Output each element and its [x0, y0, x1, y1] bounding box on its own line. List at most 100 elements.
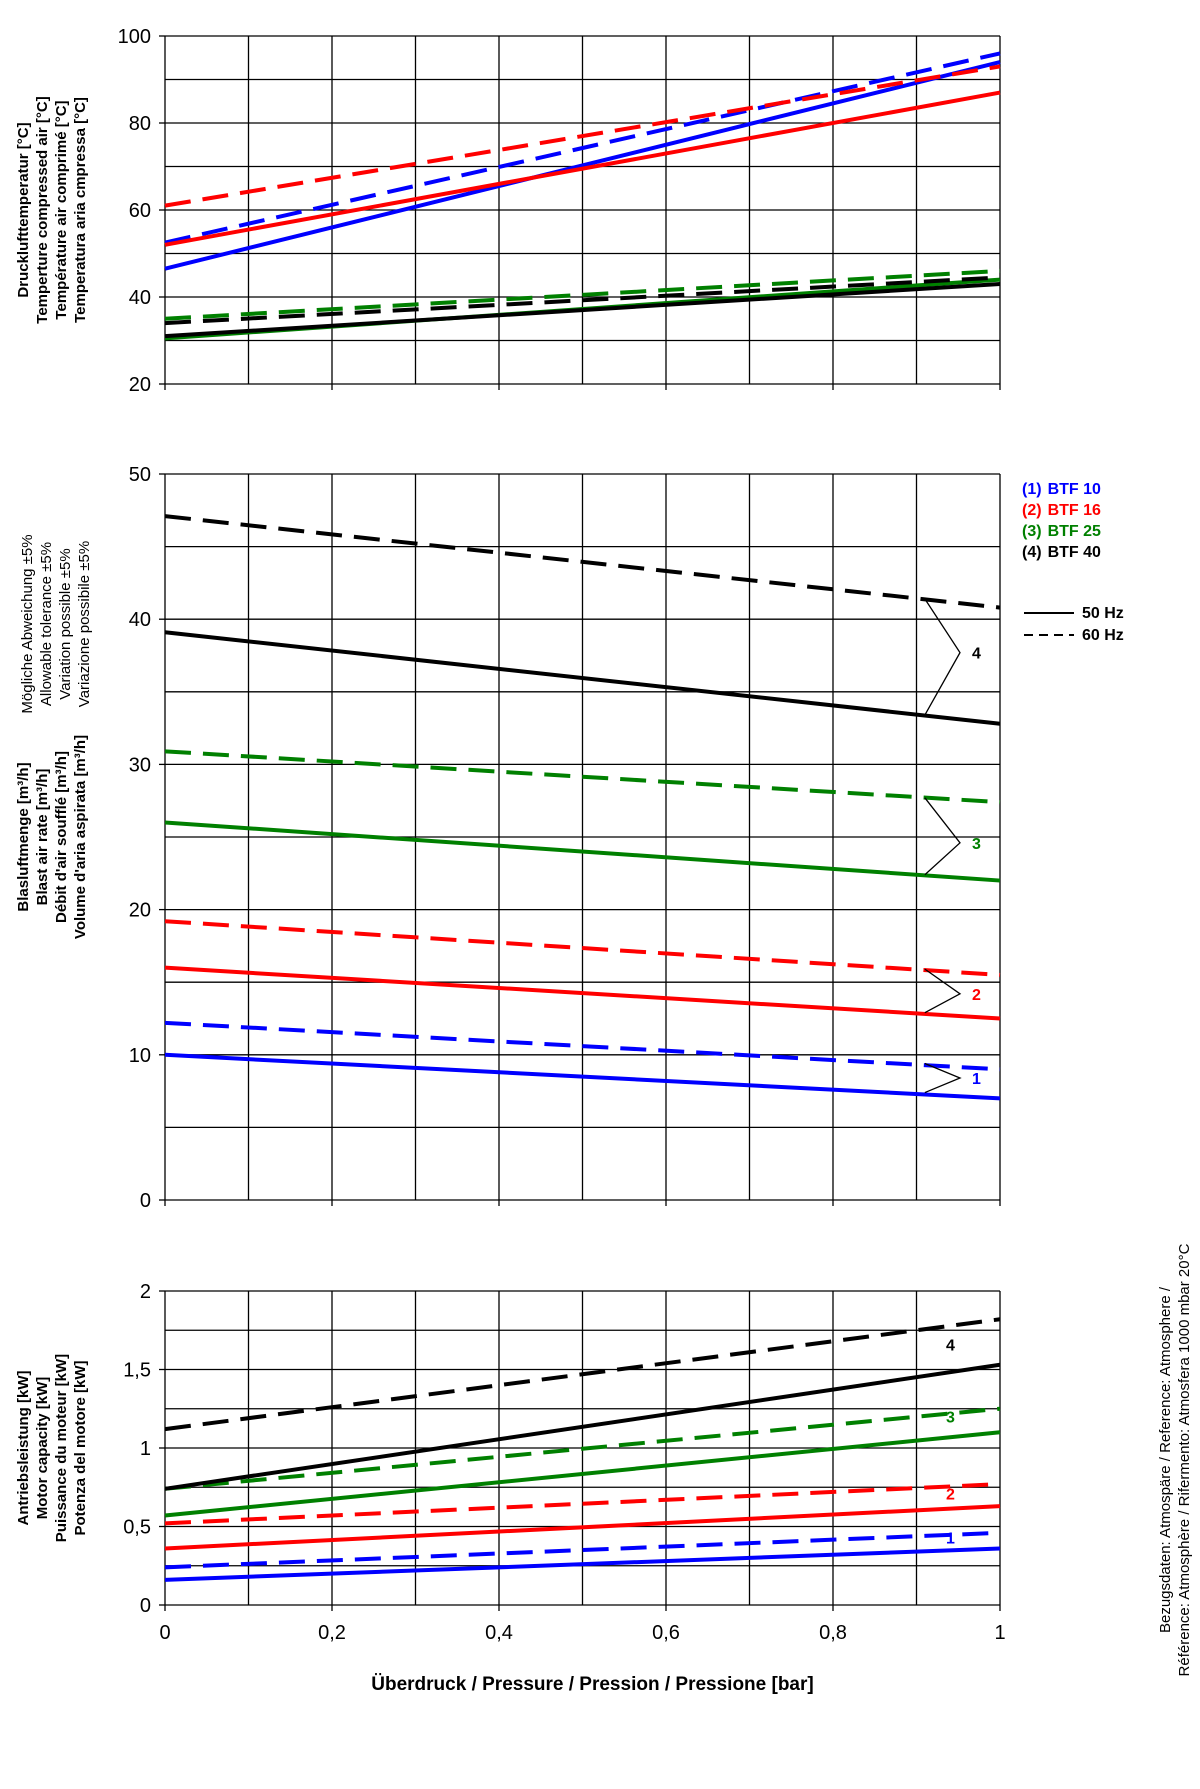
series-btf10-50hz: [164, 1052, 1001, 1101]
y-tick-label: 30: [129, 754, 151, 776]
series-btf40-50hz: [164, 630, 1001, 726]
legend-item-name: BTF 40: [1048, 544, 1101, 561]
curve-number-label: 3: [972, 836, 981, 853]
y-tick-label: 60: [129, 200, 151, 222]
series-btf10-60hz: [164, 1530, 1001, 1570]
y-axis-label-line: Température air comprimé [°C]: [53, 100, 70, 319]
legend-item-number: (2): [1022, 502, 1042, 519]
tolerance-note: Mögliche Abweichung ±5% Allowable toleran…: [19, 534, 93, 713]
y-tick-label: 80: [129, 113, 151, 135]
panel-3: 0 0,5 1 1,5 2 Antriebsleistung [kW] Motor capa…: [15, 1281, 1001, 1617]
y-tick-label: 0,5: [123, 1517, 151, 1539]
curve-bracket: [924, 797, 961, 876]
series-btf40-50hz: [164, 281, 1001, 339]
series-btf10-60hz: [164, 1020, 1001, 1072]
reference-note-line: Référence: Atmosphère / Rifermento: Atmo…: [1176, 1243, 1193, 1676]
legend-style-label: 50 Hz: [1082, 605, 1124, 622]
legend-item: (1) BTF 10: [1022, 481, 1101, 498]
series-btf16-60hz: [164, 919, 1001, 977]
reference-note: Bezugsdaten: Atmospäre / Reference: Atmo…: [1157, 1243, 1193, 1676]
series-btf10-60hz: [164, 51, 1001, 245]
series-btf16-50hz: [164, 965, 1001, 1021]
x-tick-label: 0,2: [318, 1622, 346, 1644]
legend-item-name: BTF 10: [1048, 481, 1101, 498]
curve-number-label: 1: [946, 1530, 955, 1547]
y-axis-label-line: Blast air rate [m³/h]: [34, 769, 51, 906]
series-btf25-50hz: [164, 820, 1001, 883]
y-tick-label: 50: [129, 464, 151, 486]
legend-item: (3) BTF 25: [1022, 523, 1101, 540]
y-tick-label: 2: [140, 1281, 151, 1303]
series-btf16-50hz: [164, 1504, 1001, 1551]
x-tick-label: 0,6: [652, 1622, 680, 1644]
y-tick-label: 100: [118, 26, 151, 48]
series-btf40-60hz: [164, 514, 1001, 610]
y-tick-label: 0: [140, 1190, 151, 1212]
curve-bracket: [924, 1062, 962, 1094]
y-axis-label-line: Temperture compressed air [°C]: [34, 96, 51, 323]
series-btf40-50hz: [164, 1362, 1001, 1491]
y-axis-label-line: Motor capacity [kW]: [34, 1377, 51, 1520]
panel-2: 0 10 20 30 40 50 Blasluftmenge [m³/h] Blast air…: [15, 464, 1001, 1212]
series-btf40-60hz: [164, 1317, 1001, 1432]
legend-style-label: 60 Hz: [1082, 627, 1124, 644]
y-axis-label: Antriebsleistung [kW] Motor capacity [kW]…: [15, 1354, 89, 1542]
y-axis-label-line: Drucklufttemperatur [°C]: [15, 122, 32, 297]
legend-item-name: BTF 25: [1048, 523, 1101, 540]
legend-item-number: (4): [1022, 544, 1042, 561]
legend-item-name: BTF 16: [1048, 502, 1101, 519]
y-tick-label: 20: [129, 374, 151, 396]
series-btf25-50hz: [164, 1430, 1001, 1518]
y-tick-label: 20: [129, 900, 151, 922]
y-axis-label: Blasluftmenge [m³/h] Blast air rate [m³/h…: [15, 735, 89, 939]
series-btf25-60hz: [164, 268, 1001, 321]
curve-number-label: 4: [972, 646, 981, 663]
y-tick-label: 40: [129, 287, 151, 309]
y-axis-label-line: Blasluftmenge [m³/h]: [15, 762, 32, 911]
y-tick-label: 40: [129, 609, 151, 631]
series-btf16-50hz: [164, 90, 1001, 247]
x-tick-label: 1: [994, 1622, 1005, 1644]
y-axis-label-line: Potenza del motore [kW]: [72, 1360, 89, 1535]
series-btf16-60hz: [164, 64, 1001, 208]
y-axis-label-line: Temperatura aria cmpressa [°C]: [72, 97, 89, 323]
curve-number-label: 1: [972, 1071, 981, 1088]
y-tick-label: 10: [129, 1045, 151, 1067]
y-tick-label: 0: [140, 1595, 151, 1617]
legend: (1) BTF 10 (2) BTF 16 (3) BTF 25 (4) BTF 40 50 H…: [1022, 481, 1124, 644]
y-axis-label-line: Volume d'aria aspirata [m³/h]: [72, 735, 89, 939]
y-axis-label: Drucklufttemperatur [°C] Temperture compr…: [15, 96, 89, 323]
series-btf25-60hz: [164, 749, 1001, 805]
tolerance-note-line: Variazione possibile ±5%: [76, 541, 93, 707]
y-tick-label: 1: [140, 1438, 151, 1460]
legend-item: (4) BTF 40: [1022, 544, 1101, 561]
legend-item: (2) BTF 16: [1022, 502, 1101, 519]
series-btf10-50hz: [164, 1546, 1001, 1582]
tolerance-note-line: Allowable tolerance ±5%: [38, 542, 55, 706]
tolerance-note-line: Variation possible ±5%: [57, 548, 74, 699]
curve-number-label: 2: [972, 987, 981, 1004]
x-tick-label: 0: [159, 1622, 170, 1644]
curve-number-label: 4: [946, 1337, 955, 1354]
y-axis-label-line: Antriebsleistung [kW]: [15, 1370, 32, 1525]
curve-number-label: 3: [946, 1410, 955, 1427]
curve-bracket: [924, 968, 962, 1014]
reference-note-line: Bezugsdaten: Atmospäre / Reference: Atmo…: [1157, 1286, 1174, 1633]
series-btf10-50hz: [164, 60, 1001, 271]
x-tick-label: 0,4: [485, 1622, 513, 1644]
y-tick-label: 1,5: [123, 1360, 151, 1382]
y-axis-label-line: Débit d'air soufflé [m³/h]: [53, 751, 70, 923]
curve-number-label: 2: [946, 1487, 955, 1504]
series-btf25-60hz: [164, 1406, 1001, 1491]
legend-item-number: (1): [1022, 481, 1042, 498]
x-tick-label: 0,8: [819, 1622, 847, 1644]
legend-item-number: (3): [1022, 523, 1042, 540]
series-btf16-60hz: [164, 1482, 1001, 1526]
curve-bracket: [924, 598, 961, 716]
x-axis-label: Überdruck / Pressure / Pression / Pressi…: [371, 1674, 813, 1695]
y-axis-label-line: Puissance du moteur [kW]: [53, 1354, 70, 1542]
tolerance-note-line: Mögliche Abweichung ±5%: [19, 534, 36, 713]
series-btf40-60hz: [164, 275, 1001, 326]
